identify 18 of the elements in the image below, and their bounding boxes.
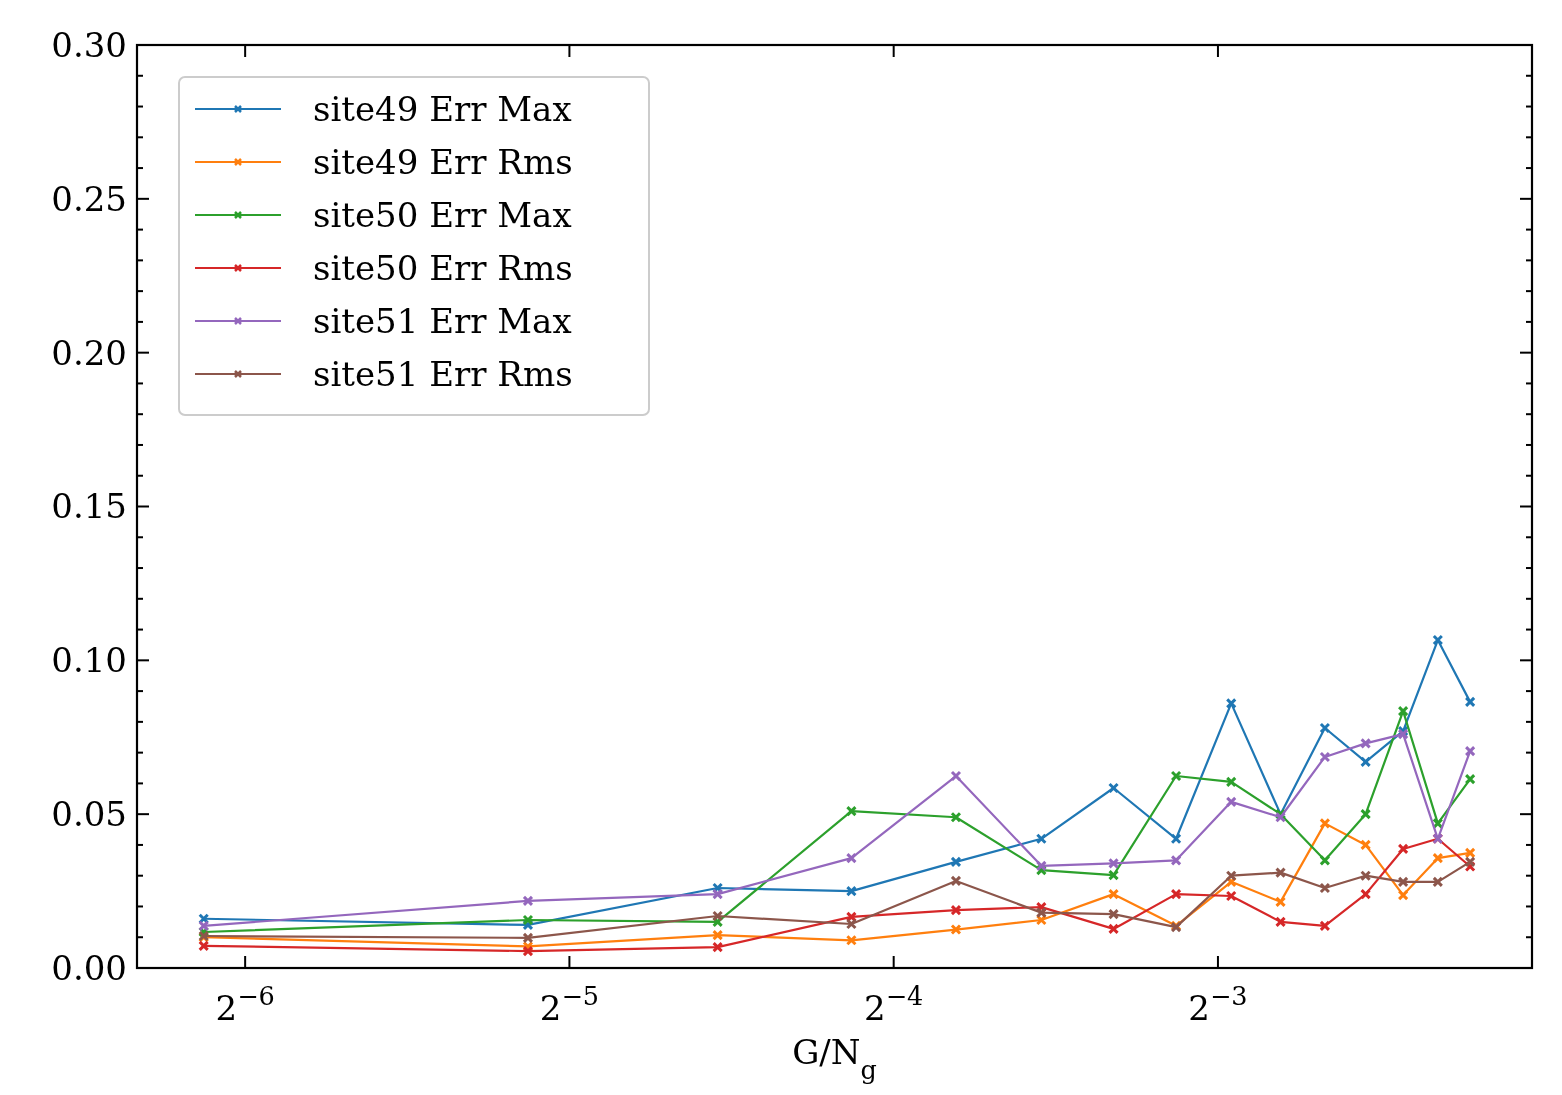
y-tick-label: 0.05 [51, 794, 127, 835]
legend-label: site50 Err Max [313, 194, 572, 235]
y-tick-label: 0.10 [51, 640, 127, 681]
legend-label: site49 Err Rms [313, 141, 573, 182]
x-tick-label: 2$^{−5}$ [539, 981, 600, 1028]
y-tick-label: 0.25 [51, 178, 127, 219]
legend-label: site51 Err Rms [313, 353, 573, 394]
y-tick-label: 0.15 [51, 486, 127, 527]
y-tick-label: 0.20 [51, 332, 127, 373]
legend-label: site51 Err Max [313, 300, 572, 341]
x-tick-label: 2$^{−4}$ [864, 981, 924, 1028]
x-tick-label: 2$^{−3}$ [1188, 981, 1248, 1028]
x-axis-title: G/N$_{g}$ [792, 1032, 877, 1085]
y-tick-label: 0.30 [51, 24, 127, 65]
x-tick-label: 2$^{−6}$ [215, 981, 275, 1028]
legend-label: site49 Err Max [313, 88, 572, 129]
legend-label: site50 Err Rms [313, 247, 573, 288]
y-tick-label: 0.00 [51, 947, 127, 988]
